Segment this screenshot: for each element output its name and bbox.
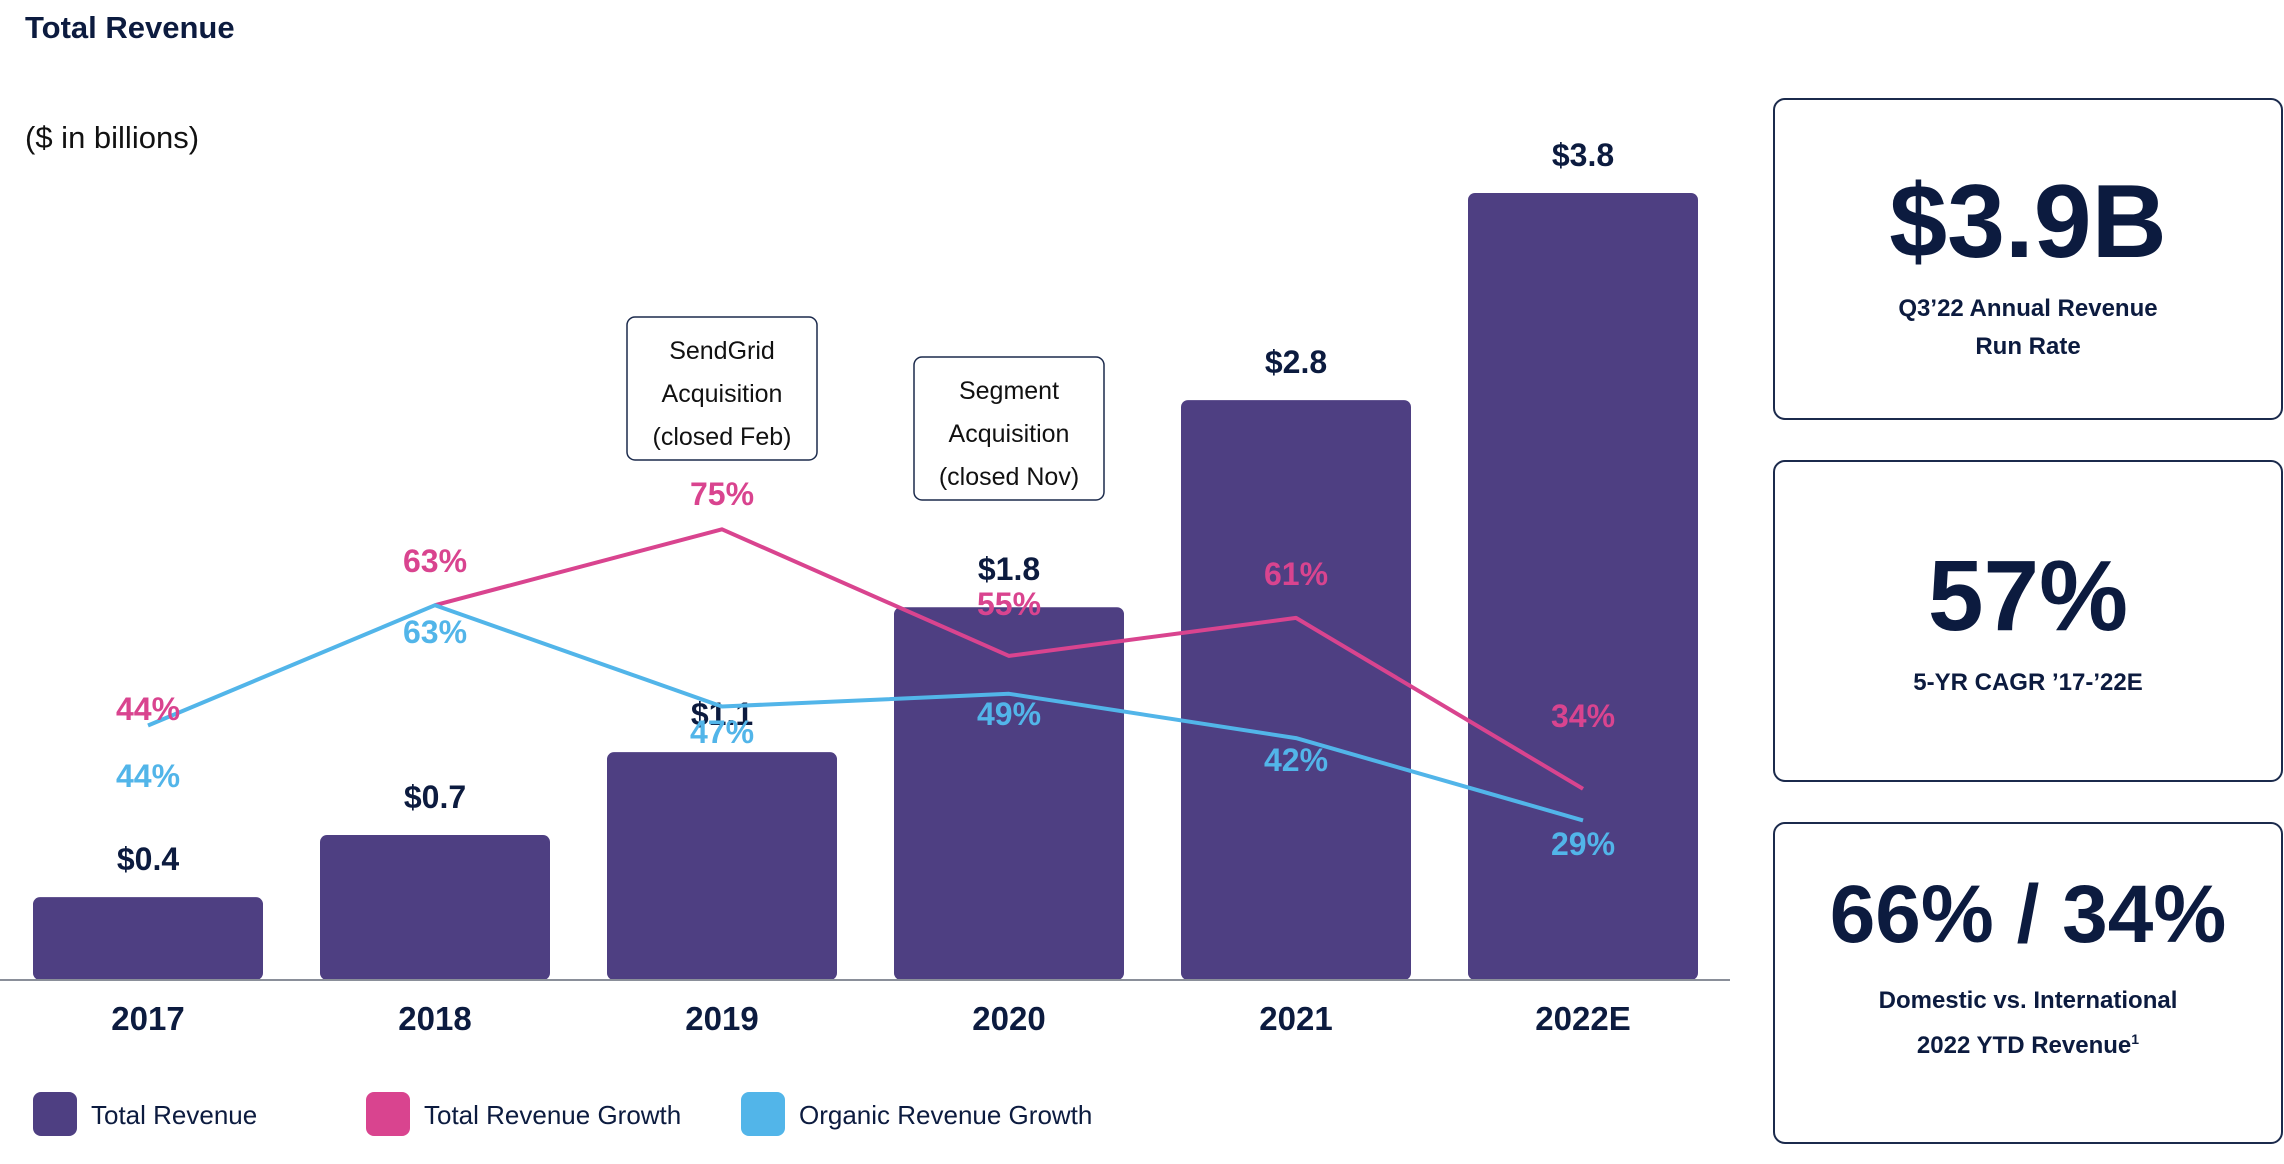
bar-2021 bbox=[1181, 400, 1411, 981]
run-rate-caption: Q3’22 Annual Revenue Run Rate bbox=[1775, 290, 2281, 366]
bar-2022E bbox=[1468, 193, 1698, 980]
total-growth-label-2018: 63% bbox=[403, 543, 467, 579]
legend-swatch-2 bbox=[741, 1092, 785, 1136]
annotation-text-2020: Acquisition bbox=[949, 420, 1070, 448]
domestic-international-card: 66% / 34% Domestic vs. International 202… bbox=[1773, 822, 2283, 1144]
legend-label-0: Total Revenue bbox=[91, 1100, 257, 1130]
run-rate-caption-line: Q3’22 Annual Revenue bbox=[1898, 295, 2158, 322]
organic-growth-label-2018: 63% bbox=[403, 614, 467, 650]
domestic-international-value: 66% / 34% bbox=[1829, 869, 2227, 960]
run-rate-caption-line: Run Rate bbox=[1975, 333, 2081, 360]
x-tick-label-2018: 2018 bbox=[398, 1000, 471, 1037]
annotation-text-2020: (closed Nov) bbox=[939, 463, 1079, 491]
bar-2019 bbox=[607, 752, 837, 980]
revenue-chart: $0.4 $0.7 $1.1 $1.8 $2.8 $3.8 2017 2018 2019 2020… bbox=[0, 137, 1730, 1136]
organic-growth-label-2022E: 29% bbox=[1551, 826, 1615, 862]
legend-label-2: Organic Revenue Growth bbox=[799, 1100, 1092, 1130]
domestic-international-caption-line: Domestic vs. International bbox=[1878, 987, 2178, 1014]
run-rate-card: $3.9B Q3’22 Annual Revenue Run Rate bbox=[1773, 98, 2283, 420]
organic-growth-label-2021: 42% bbox=[1264, 742, 1328, 778]
domestic-international-caption-line: 2022 YTD Revenue1 bbox=[1775, 1020, 2281, 1065]
domestic-international-caption-text: 2022 YTD Revenue bbox=[1916, 1032, 2132, 1059]
annotation-text-2019: Acquisition bbox=[662, 380, 783, 408]
legend-label-1: Total Revenue Growth bbox=[424, 1100, 681, 1130]
total-growth-label-2022E: 34% bbox=[1551, 698, 1615, 734]
organic-growth-label-2019: 47% bbox=[690, 714, 754, 750]
legend-swatch-1 bbox=[366, 1092, 410, 1136]
x-tick-label-2017: 2017 bbox=[111, 1000, 184, 1037]
footnote-marker: 1 bbox=[2131, 1031, 2140, 1047]
total-revenue-growth-line bbox=[434, 527, 1585, 791]
organic-revenue-growth-line bbox=[147, 603, 1584, 823]
cagr-value: 57% bbox=[1927, 540, 2129, 652]
chart-title: Total Revenue bbox=[25, 10, 235, 45]
organic-growth-label-2020: 49% bbox=[977, 696, 1041, 732]
x-tick-label-2022E: 2022E bbox=[1535, 1000, 1630, 1037]
bar-2020 bbox=[894, 607, 1124, 980]
x-tick-label-2021: 2021 bbox=[1259, 1000, 1332, 1037]
cagr-card: 57% 5-YR CAGR ’17-’22E bbox=[1773, 460, 2283, 782]
annotation-text-2019: SendGrid bbox=[669, 337, 775, 365]
domestic-international-caption: Domestic vs. International 2022 YTD Reve… bbox=[1775, 982, 2281, 1065]
total-growth-label-2020: 55% bbox=[977, 586, 1041, 622]
annotation-box-2019 bbox=[626, 316, 818, 461]
annotation-box-2020 bbox=[913, 356, 1105, 501]
x-tick-label-2019: 2019 bbox=[685, 1000, 758, 1037]
bar-2018 bbox=[320, 835, 550, 980]
bar-2017 bbox=[33, 897, 263, 980]
chart-subtitle: ($ in billions) bbox=[25, 120, 200, 155]
total-growth-label-2017: 44% bbox=[116, 691, 180, 727]
bar-value-label-2022E: $3.8 bbox=[1552, 137, 1614, 173]
organic-growth-label-2017: 44% bbox=[116, 758, 180, 794]
annotation-text-2019: (closed Feb) bbox=[653, 423, 792, 451]
cagr-caption-line: 5-YR CAGR ’17-’22E bbox=[1913, 669, 2143, 696]
bar-value-label-2021: $2.8 bbox=[1265, 344, 1327, 380]
total-growth-label-2021: 61% bbox=[1264, 556, 1328, 592]
total-growth-label-2019: 75% bbox=[690, 476, 754, 512]
cagr-caption: 5-YR CAGR ’17-’22E bbox=[1775, 664, 2281, 702]
run-rate-value: $3.9B bbox=[1889, 164, 2167, 280]
x-tick-label-2020: 2020 bbox=[972, 1000, 1045, 1037]
legend-swatch-0 bbox=[33, 1092, 77, 1136]
annotation-text-2020: Segment bbox=[959, 377, 1059, 405]
bar-value-label-2019: $1.1 bbox=[691, 696, 753, 732]
bar-value-label-2017: $0.4 bbox=[117, 841, 179, 877]
bar-value-label-2020: $1.8 bbox=[978, 551, 1040, 587]
bar-value-label-2018: $0.7 bbox=[404, 779, 466, 815]
